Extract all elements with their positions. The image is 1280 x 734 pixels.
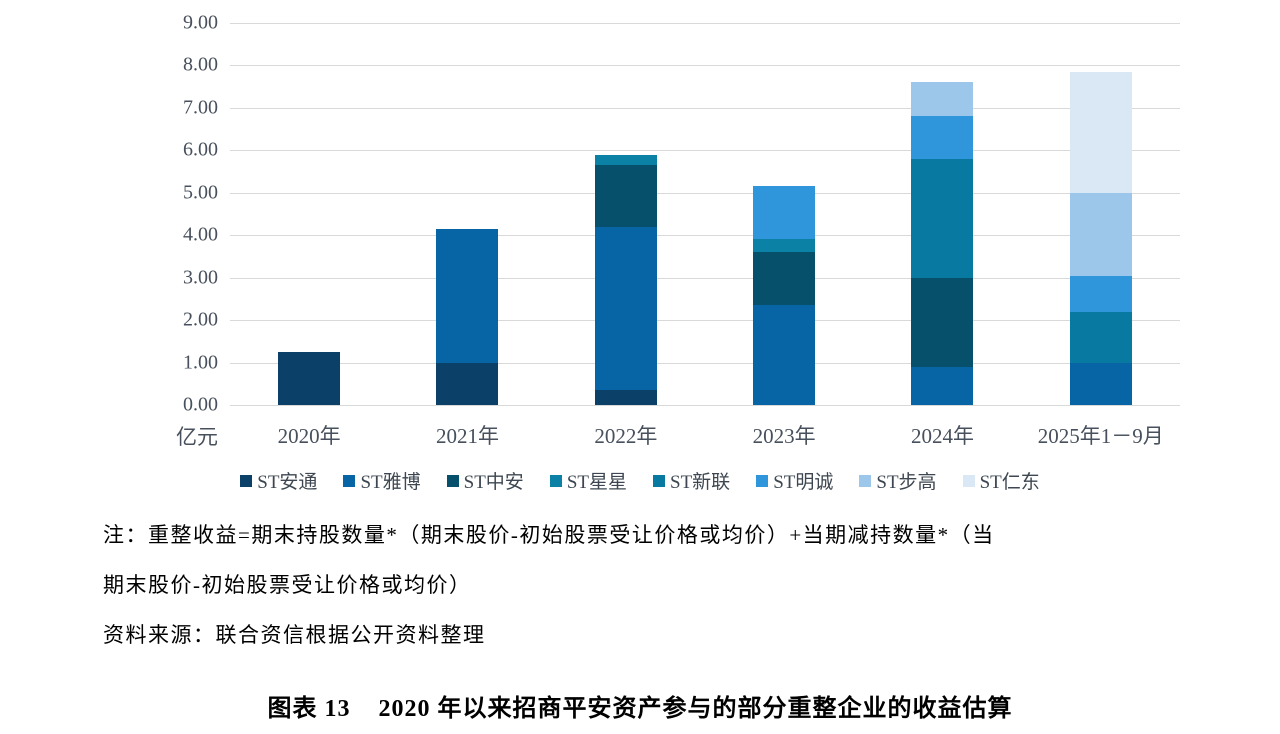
bar-column <box>1022 23 1180 405</box>
x-axis-labels: 2020年 2021年 2022年 2023年 2024年 2025年1－9月 <box>230 420 1180 450</box>
legend-item-ST中安: ST中安 <box>446 467 524 494</box>
bar-segment-ST中安 <box>753 252 816 306</box>
bar-segment-ST中安 <box>911 277 974 367</box>
chart-notes: 注：重整收益=期末持股数量*（期末股价-初始股票受让价格或均价）+当期减持数量*… <box>103 520 1193 670</box>
bar-segment-ST中安 <box>594 165 657 227</box>
legend-label: ST仁东 <box>979 472 1040 493</box>
legend-item-ST雅博: ST雅博 <box>343 467 421 494</box>
bar-segment-ST明诚 <box>911 116 974 159</box>
source-line: 资料来源：联合资信根据公开资料整理 <box>103 623 486 647</box>
x-axis-label: 2020年 <box>277 424 341 448</box>
figure-caption-title: 2020 年以来招商平安资产参与的部分重整企业的收益估算 <box>378 696 1013 722</box>
y-axis-tick-label: 9.00 <box>183 11 218 34</box>
y-axis-tick-label: 8.00 <box>183 53 218 76</box>
y-axis-tick-label: 0.00 <box>183 393 218 416</box>
legend-label: ST星星 <box>566 472 627 493</box>
bar-segment-ST新联 <box>1069 311 1132 363</box>
bar-segment-ST新联 <box>911 158 974 278</box>
gridline <box>230 107 1180 109</box>
bar-segment-ST星星 <box>753 239 816 253</box>
bar-segment-ST步高 <box>911 82 974 117</box>
gridline <box>230 150 1180 152</box>
legend-swatch-icon <box>240 474 253 487</box>
legend-item-ST安通: ST安通 <box>240 467 317 494</box>
gridline <box>230 192 1180 194</box>
legend-item-ST步高: ST步高 <box>859 467 937 494</box>
bar-column <box>388 23 546 405</box>
bar-segment-ST明诚 <box>753 186 816 240</box>
figure-caption-number: 图表 13 <box>267 696 351 722</box>
legend-swatch-icon <box>653 474 665 487</box>
legend-item-ST新联: ST新联 <box>653 467 730 494</box>
legend-swatch-icon <box>549 474 562 487</box>
chart-legend: ST安通 ST雅博 ST中安 ST星星 ST新联 ST明诚 ST步高 ST仁东 <box>0 467 1280 494</box>
bar-segment-ST星星 <box>594 154 657 166</box>
legend-label: ST安通 <box>257 472 318 493</box>
legend-item-ST明诚: ST明诚 <box>756 467 833 494</box>
bar-column <box>863 23 1021 405</box>
x-axis-label: 2025年1－9月 <box>1037 424 1164 448</box>
legend-swatch-icon <box>446 474 459 487</box>
x-axis-label: 2023年 <box>752 424 816 448</box>
legend-label: ST步高 <box>876 472 937 493</box>
y-axis-tick-label: 2.00 <box>183 308 218 331</box>
bar-segment-ST雅博 <box>594 226 657 391</box>
gridline <box>230 277 1180 279</box>
legend-swatch-icon <box>756 474 769 487</box>
y-axis-tick-label: 1.00 <box>183 351 218 374</box>
legend-label: ST新联 <box>670 472 731 493</box>
legend-item-ST仁东: ST仁东 <box>962 467 1040 494</box>
gridline <box>230 23 1180 24</box>
bar-segment-ST雅博 <box>911 366 974 405</box>
legend-swatch-icon <box>859 474 872 487</box>
legend-label: ST雅博 <box>360 472 421 493</box>
legend-label: ST中安 <box>463 472 524 493</box>
gridline <box>230 405 1180 406</box>
y-axis-tick-label: 7.00 <box>183 96 218 119</box>
y-axis-tick-label: 3.00 <box>183 266 218 289</box>
bar-segment-ST安通 <box>436 362 499 405</box>
bar-segment-ST明诚 <box>1069 275 1132 312</box>
bar-column <box>230 23 388 405</box>
gridline <box>230 65 1180 67</box>
x-axis-label: 2022年 <box>594 424 658 448</box>
x-axis-label: 2021年 <box>435 424 499 448</box>
y-axis-tick-label: 4.00 <box>183 223 218 246</box>
note-line-2: 期末股价-初始股票受让价格或均价） <box>103 573 472 597</box>
y-axis-unit-label: 亿元 <box>176 425 218 449</box>
gridline <box>230 320 1180 322</box>
legend-swatch-icon <box>962 474 975 487</box>
bar-segment-ST仁东 <box>1069 71 1132 193</box>
note-line-1: 注：重整收益=期末持股数量*（期末股价-初始股票受让价格或均价）+当期减持数量*… <box>103 523 995 547</box>
bar-segment-ST雅博 <box>753 305 816 405</box>
gridline <box>230 362 1180 364</box>
y-axis-tick-label: 6.00 <box>183 138 218 161</box>
bar-segment-ST安通 <box>594 390 657 405</box>
bar-segment-ST安通 <box>278 351 341 405</box>
y-axis-tick-labels: 0.00 1.00 2.00 3.00 4.00 5.00 6.00 7.00 8.00 9.00 <box>40 12 218 416</box>
bar-column <box>547 23 705 405</box>
x-axis-label: 2024年 <box>910 424 974 448</box>
bar-segment-ST步高 <box>1069 192 1132 276</box>
y-axis-tick-label: 5.00 <box>183 181 218 204</box>
plot-area <box>230 23 1180 406</box>
bar-segment-ST雅博 <box>1069 362 1132 405</box>
bar-segment-ST雅博 <box>436 228 499 363</box>
legend-item-ST星星: ST星星 <box>549 467 627 494</box>
legend-label: ST明诚 <box>773 472 834 493</box>
legend-swatch-icon <box>343 474 356 487</box>
figure-caption: 图表 13 2020 年以来招商平安资产参与的部分重整企业的收益估算 <box>0 688 1280 723</box>
gridline <box>230 235 1180 237</box>
bar-column <box>705 23 863 405</box>
